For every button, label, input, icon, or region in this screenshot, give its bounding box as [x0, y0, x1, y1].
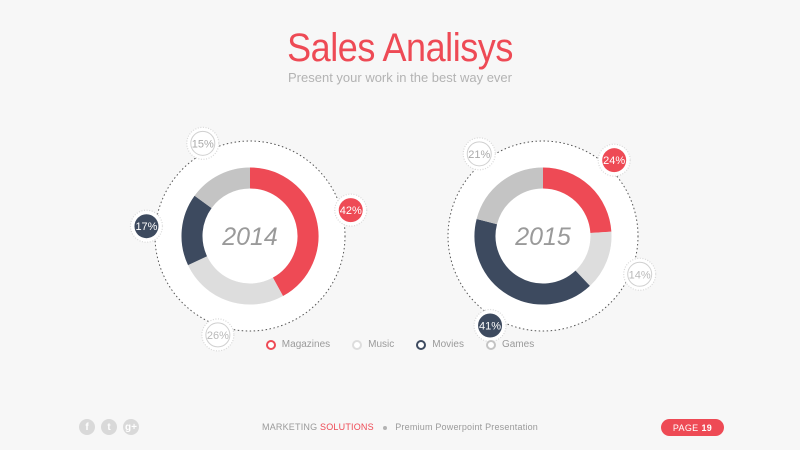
legend-swatch-magazines: [265, 339, 276, 350]
google-plus-icon[interactable]: g+: [123, 419, 139, 435]
chart-center-label: 2015: [514, 223, 571, 251]
value-label-games: 21%: [468, 149, 490, 161]
legend-label: Music: [368, 339, 395, 350]
legend-item-magazines: Magazines: [265, 339, 331, 350]
donut-slice-movies: [474, 218, 590, 305]
facebook-icon[interactable]: f: [79, 419, 95, 435]
donut-slice-games: [476, 167, 544, 225]
page-label: PAGE: [672, 422, 699, 433]
donut-slice-music: [188, 255, 283, 305]
legend-swatch-music: [352, 339, 363, 350]
donut-slice-games: [194, 167, 251, 209]
value-badge: [478, 313, 503, 338]
donut-slice-movies: [181, 195, 212, 266]
twitter-icon[interactable]: t: [101, 419, 117, 435]
legend-label: Movies: [432, 339, 464, 350]
legend-label: Games: [501, 339, 535, 350]
donut-slice-magazines: [249, 167, 319, 297]
value-badge: [466, 141, 492, 167]
legend-label: Magazines: [281, 339, 331, 350]
legend-item-movies: Movies: [416, 339, 464, 350]
value-label-magazines: 24%: [603, 155, 625, 167]
brand-part2: SOLUTIONS: [320, 422, 374, 432]
footer-branding: MARKETING SOLUTIONS Premium Powerpoint P…: [0, 422, 800, 432]
social-links: f t g+: [79, 419, 139, 435]
value-label-music: 26%: [207, 330, 229, 342]
value-label-magazines: 42%: [340, 205, 362, 217]
legend-swatch-games: [485, 339, 496, 350]
legend-item-games: Games: [485, 339, 535, 350]
chart-legend: Magazines Music Movies Games: [0, 339, 800, 350]
value-badge: [627, 261, 653, 287]
donut-slice-music: [575, 231, 612, 286]
legend-item-music: Music: [352, 339, 394, 350]
page-number-badge: PAGE 19: [661, 419, 724, 436]
footer-tagline: Premium Powerpoint Presentation: [395, 422, 538, 432]
value-label-movies: 41%: [479, 321, 501, 333]
brand-part1: MARKETING: [262, 422, 318, 432]
chart-center-label: 2014: [221, 223, 278, 251]
value-badge: [190, 130, 216, 156]
value-badge: [338, 198, 363, 223]
page-subtitle: Present your work in the best way ever: [288, 70, 512, 85]
footer-separator-dot: [382, 425, 387, 430]
value-badge: [602, 148, 627, 173]
donut-slice-magazines: [542, 167, 612, 234]
value-label-movies: 17%: [135, 221, 157, 233]
value-label-games: 15%: [192, 138, 214, 150]
value-label-music: 14%: [629, 269, 651, 281]
value-badge: [205, 322, 231, 348]
value-badge: [134, 214, 159, 239]
page-title: Sales Analisys: [287, 26, 513, 70]
legend-swatch-movies: [416, 339, 427, 350]
page-number: 19: [701, 422, 713, 433]
